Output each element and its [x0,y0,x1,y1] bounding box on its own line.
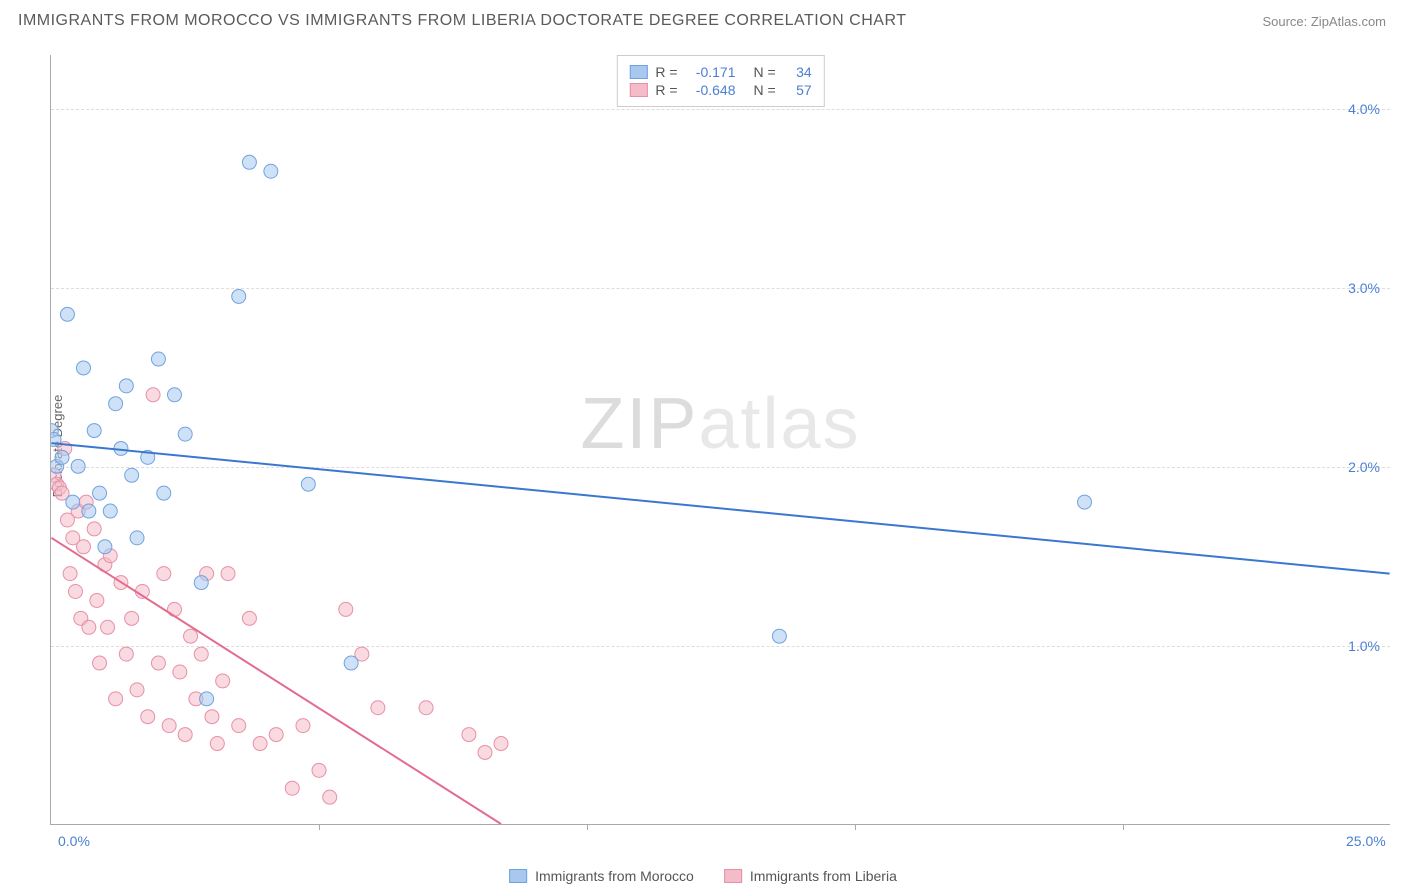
legend-bottom-item-0: Immigrants from Morocco [509,868,694,884]
scatter-point [101,620,115,634]
scatter-point [76,361,90,375]
trend-line [51,538,501,824]
scatter-point [462,728,476,742]
legend-bottom-swatch-0 [509,869,527,883]
scatter-point [125,468,139,482]
scatter-point [242,611,256,625]
scatter-point [162,719,176,733]
legend-bottom-label-0: Immigrants from Morocco [535,868,694,884]
source-label: Source: ZipAtlas.com [1262,14,1386,29]
scatter-point [60,307,74,321]
scatter-point [264,164,278,178]
scatter-point [210,737,224,751]
scatter-point [167,388,181,402]
scatter-point [82,504,96,518]
x-tick [587,824,588,830]
scatter-point [221,567,235,581]
trend-line [51,443,1389,574]
scatter-svg [51,55,1390,824]
scatter-point [344,656,358,670]
scatter-point [419,701,433,715]
scatter-point [119,647,133,661]
legend-r-label-0: R = [655,64,677,80]
legend-n-value-1: 57 [784,82,812,98]
legend-r-label-1: R = [655,82,677,98]
scatter-point [157,567,171,581]
scatter-point [103,504,117,518]
scatter-point [285,781,299,795]
scatter-point [323,790,337,804]
scatter-point [151,352,165,366]
scatter-point [478,745,492,759]
scatter-point [98,540,112,554]
scatter-point [194,647,208,661]
scatter-point [63,567,77,581]
scatter-point [90,593,104,607]
scatter-point [312,763,326,777]
scatter-point [87,522,101,536]
scatter-point [205,710,219,724]
x-tick [319,824,320,830]
scatter-point [178,728,192,742]
scatter-point [71,459,85,473]
scatter-point [130,531,144,545]
legend-row-series-0: R = -0.171 N = 34 [629,64,811,80]
legend-row-series-1: R = -0.648 N = 57 [629,82,811,98]
scatter-point [371,701,385,715]
scatter-point [151,656,165,670]
series-legend: Immigrants from Morocco Immigrants from … [509,868,897,884]
scatter-point [339,602,353,616]
scatter-point [232,719,246,733]
scatter-point [130,683,144,697]
scatter-point [178,427,192,441]
legend-n-label-1: N = [754,82,776,98]
legend-n-value-0: 34 [784,64,812,80]
scatter-point [93,656,107,670]
x-axis-min-label: 0.0% [58,833,90,849]
scatter-point [93,486,107,500]
legend-swatch-0 [629,65,647,79]
scatter-point [200,692,214,706]
scatter-point [296,719,310,733]
legend-bottom-item-1: Immigrants from Liberia [724,868,897,884]
scatter-point [494,737,508,751]
scatter-point [109,397,123,411]
x-tick [855,824,856,830]
legend-swatch-1 [629,83,647,97]
legend-n-label-0: N = [754,64,776,80]
scatter-point [157,486,171,500]
scatter-point [68,585,82,599]
scatter-point [146,388,160,402]
scatter-point [242,155,256,169]
legend-bottom-label-1: Immigrants from Liberia [750,868,897,884]
scatter-point [232,289,246,303]
scatter-point [119,379,133,393]
scatter-point [253,737,267,751]
scatter-point [301,477,315,491]
legend-bottom-swatch-1 [724,869,742,883]
scatter-point [269,728,283,742]
scatter-point [184,629,198,643]
legend-r-value-1: -0.648 [686,82,736,98]
legend-r-value-0: -0.171 [686,64,736,80]
chart-title: IMMIGRANTS FROM MOROCCO VS IMMIGRANTS FR… [18,12,906,30]
scatter-point [109,692,123,706]
scatter-point [82,620,96,634]
scatter-point [173,665,187,679]
scatter-point [66,495,80,509]
scatter-point [87,424,101,438]
scatter-point [76,540,90,554]
scatter-point [194,576,208,590]
chart-plot-area: ZIPatlas R = -0.171 N = 34 R = -0.648 N … [50,55,1390,825]
x-axis-max-label: 25.0% [1346,833,1386,849]
scatter-point [1078,495,1092,509]
scatter-point [141,710,155,724]
scatter-point [55,450,69,464]
correlation-legend: R = -0.171 N = 34 R = -0.648 N = 57 [616,55,824,107]
x-tick [1123,824,1124,830]
scatter-point [772,629,786,643]
scatter-point [125,611,139,625]
scatter-point [167,602,181,616]
scatter-point [216,674,230,688]
